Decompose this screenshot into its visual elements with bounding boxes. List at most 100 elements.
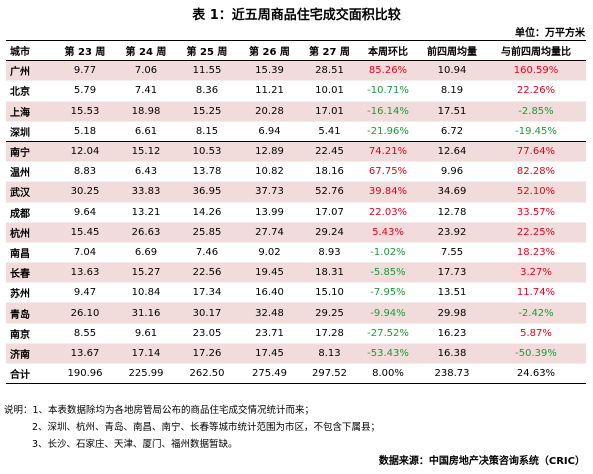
value-cell: 17.73: [418, 262, 486, 284]
value-cell: 16.23: [418, 323, 486, 344]
value-cell: 5.43%: [358, 222, 418, 243]
table-row: 济南 13.67 17.14 17.26 17.45 8.13 -53.43% 16.38 -5…: [6, 343, 586, 365]
value-cell: 8.55: [54, 323, 116, 344]
value-cell: 17.07: [301, 202, 358, 223]
value-cell: 52.76: [301, 181, 358, 203]
value-cell: -2.85%: [486, 101, 586, 122]
value-cell: 26.10: [54, 302, 116, 324]
value-cell: -27.52%: [358, 323, 418, 344]
city-cell: 杭州: [6, 222, 54, 243]
transaction-area-table: 城市 第 23 周 第 24 周 第 25 周 第 26 周 第 27 周 本周…: [6, 39, 586, 385]
header-week-27: 第 27 周: [301, 39, 358, 62]
value-cell: 17.28: [301, 323, 358, 344]
value-cell: 12.04: [54, 141, 116, 163]
value-cell: 11.55: [176, 60, 238, 82]
value-cell: 15.53: [54, 101, 116, 122]
notes: 说明：1、本表数据除均为各地房管局公布的商品住宅成交情况统计而来； 2、深圳、杭…: [4, 402, 380, 453]
value-cell: 22.56: [176, 262, 238, 284]
value-cell: 77.64%: [486, 141, 586, 163]
value-cell: 32.48: [238, 302, 301, 324]
value-cell: 8.15: [176, 121, 238, 142]
value-cell: 8.83: [54, 161, 116, 183]
city-cell: 上海: [6, 101, 54, 122]
table-row: 温州 8.83 6.43 13.78 10.82 18.16 67.75% 9.96 82.28…: [6, 161, 586, 183]
header-week-25: 第 25 周: [176, 39, 238, 62]
city-cell: 广州: [6, 60, 54, 82]
value-cell: 11.74%: [486, 282, 586, 304]
value-cell: 17.45: [238, 343, 301, 365]
value-cell: 15.27: [116, 262, 176, 284]
value-cell: 26.63: [116, 222, 176, 243]
value-cell: 6.69: [116, 242, 176, 264]
value-cell: 23.71: [238, 323, 301, 344]
value-cell: 6.61: [116, 121, 176, 142]
value-cell: 8.00%: [358, 362, 418, 385]
city-cell: 合计: [6, 362, 54, 385]
value-cell: 29.98: [418, 302, 486, 324]
note-2: 2、深圳、杭州、青岛、南昌、南宁、长春等城市统计范围为市区，不包含下属县；: [32, 422, 381, 433]
value-cell: 17.14: [116, 343, 176, 365]
value-cell: 25.85: [176, 222, 238, 243]
value-cell: 16.38: [418, 343, 486, 365]
table-row: 南昌 7.04 6.69 7.46 9.02 8.93 -1.02% 7.55 18.23%: [6, 242, 586, 264]
city-cell: 济南: [6, 343, 54, 365]
value-cell: 85.26%: [358, 60, 418, 82]
header-week-26: 第 26 周: [238, 39, 301, 62]
value-cell: 15.25: [176, 101, 238, 122]
table-row: 深圳 5.18 6.61 8.15 6.94 5.41 -21.96% 6.72 -19.45%: [6, 121, 586, 142]
value-cell: -7.95%: [358, 282, 418, 304]
value-cell: 18.16: [301, 161, 358, 183]
value-cell: 6.72: [418, 121, 486, 142]
value-cell: 17.51: [418, 101, 486, 122]
table-row: 杭州 15.45 26.63 25.85 27.74 29.24 5.43% 23.92 22.…: [6, 222, 586, 243]
value-cell: 6.43: [116, 161, 176, 183]
value-cell: 18.31: [301, 262, 358, 284]
value-cell: 11.21: [238, 80, 301, 102]
value-cell: -16.14%: [358, 101, 418, 122]
header-row: 城市 第 23 周 第 24 周 第 25 周 第 26 周 第 27 周 本周…: [6, 39, 586, 62]
data-source: 数据来源：中国房地产决策咨询系统（CRIC）: [378, 456, 585, 467]
value-cell: -21.96%: [358, 121, 418, 142]
value-cell: 34.69: [418, 181, 486, 203]
value-cell: 22.26%: [486, 80, 586, 102]
value-cell: 225.99: [116, 362, 176, 385]
value-cell: 238.73: [418, 362, 486, 385]
table-title: 表 1：近五周商品住宅成交面积比较: [192, 8, 401, 23]
city-cell: 深圳: [6, 121, 54, 142]
value-cell: 17.26: [176, 343, 238, 365]
header-vs-four-week-avg: 与前四周均量比: [486, 39, 586, 62]
value-cell: 19.45: [238, 262, 301, 284]
header-week-24: 第 24 周: [116, 39, 176, 62]
value-cell: 9.96: [418, 161, 486, 183]
city-cell: 青岛: [6, 302, 54, 324]
header-four-week-avg: 前四周均量: [418, 39, 486, 62]
value-cell: 12.64: [418, 141, 486, 163]
value-cell: 36.95: [176, 181, 238, 203]
value-cell: 22.25%: [486, 222, 586, 243]
value-cell: 262.50: [176, 362, 238, 385]
value-cell: 29.24: [301, 222, 358, 243]
value-cell: 31.16: [116, 302, 176, 324]
table-row: 成都 9.64 13.21 14.26 13.99 17.07 22.03% 12.78 33.…: [6, 202, 586, 223]
value-cell: 12.78: [418, 202, 486, 223]
value-cell: 297.52: [301, 362, 358, 385]
value-cell: 37.73: [238, 181, 301, 203]
value-cell: 7.06: [116, 60, 176, 82]
value-cell: 15.12: [116, 141, 176, 163]
value-cell: 28.51: [301, 60, 358, 82]
value-cell: 9.64: [54, 202, 116, 223]
value-cell: 10.53: [176, 141, 238, 163]
header-week-23: 第 23 周: [54, 39, 116, 62]
value-cell: 33.83: [116, 181, 176, 203]
value-cell: 9.61: [116, 323, 176, 344]
value-cell: 9.47: [54, 282, 116, 304]
value-cell: 275.49: [238, 362, 301, 385]
value-cell: 7.55: [418, 242, 486, 264]
city-cell: 北京: [6, 80, 54, 102]
value-cell: -2.42%: [486, 302, 586, 324]
value-cell: 8.93: [301, 242, 358, 264]
value-cell: 7.41: [116, 80, 176, 102]
value-cell: -19.45%: [486, 121, 586, 142]
value-cell: 82.28%: [486, 161, 586, 183]
value-cell: 30.25: [54, 181, 116, 203]
